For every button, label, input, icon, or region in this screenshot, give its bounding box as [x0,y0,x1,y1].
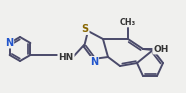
Text: N: N [5,37,13,48]
Text: S: S [81,24,89,34]
Text: N: N [90,57,98,67]
Text: CH₃: CH₃ [120,17,136,27]
Text: HN: HN [58,53,74,61]
Text: OH: OH [153,44,169,53]
